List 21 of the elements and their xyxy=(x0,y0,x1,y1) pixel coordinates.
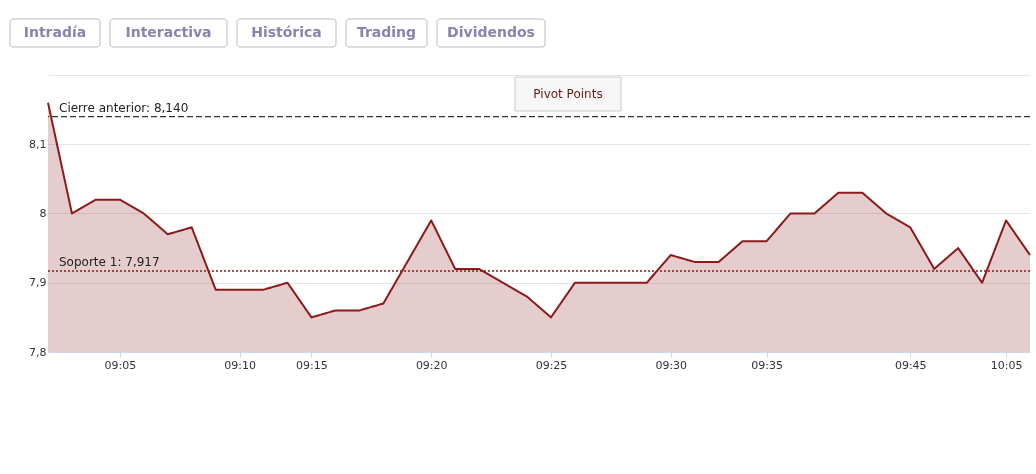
x-tick-label: 09:20 xyxy=(415,358,448,372)
text: Interactiva xyxy=(125,24,212,40)
x-tick-label: 09:25 xyxy=(535,358,568,372)
ref-line-label: Cierre anterior: 8,140 xyxy=(59,100,189,115)
x-tick-label: 09:10 xyxy=(224,358,256,372)
x-tick-label: 10:05 xyxy=(990,358,1023,372)
text: Histórica xyxy=(251,24,322,40)
y-tick-label: 8,1 xyxy=(29,137,47,151)
annotation: Pivot Points xyxy=(533,87,603,101)
text: Intradía xyxy=(23,24,87,40)
x-tick-label: 09:35 xyxy=(751,358,783,372)
x-tick-label: 09:30 xyxy=(655,358,688,372)
x-tick-label: 09:15 xyxy=(296,358,328,372)
y-tick-label: 7,9 xyxy=(29,276,47,290)
ref-line-label: Soporte 1: 7,917 xyxy=(59,254,160,269)
x-tick-label: 09:05 xyxy=(104,358,137,372)
y-tick-label: 8 xyxy=(39,207,47,220)
text: Dividendos xyxy=(447,24,535,40)
text: Trading xyxy=(356,24,417,40)
y-tick-label: 7,8 xyxy=(29,345,47,359)
x-tick-label: 09:45 xyxy=(894,358,927,372)
